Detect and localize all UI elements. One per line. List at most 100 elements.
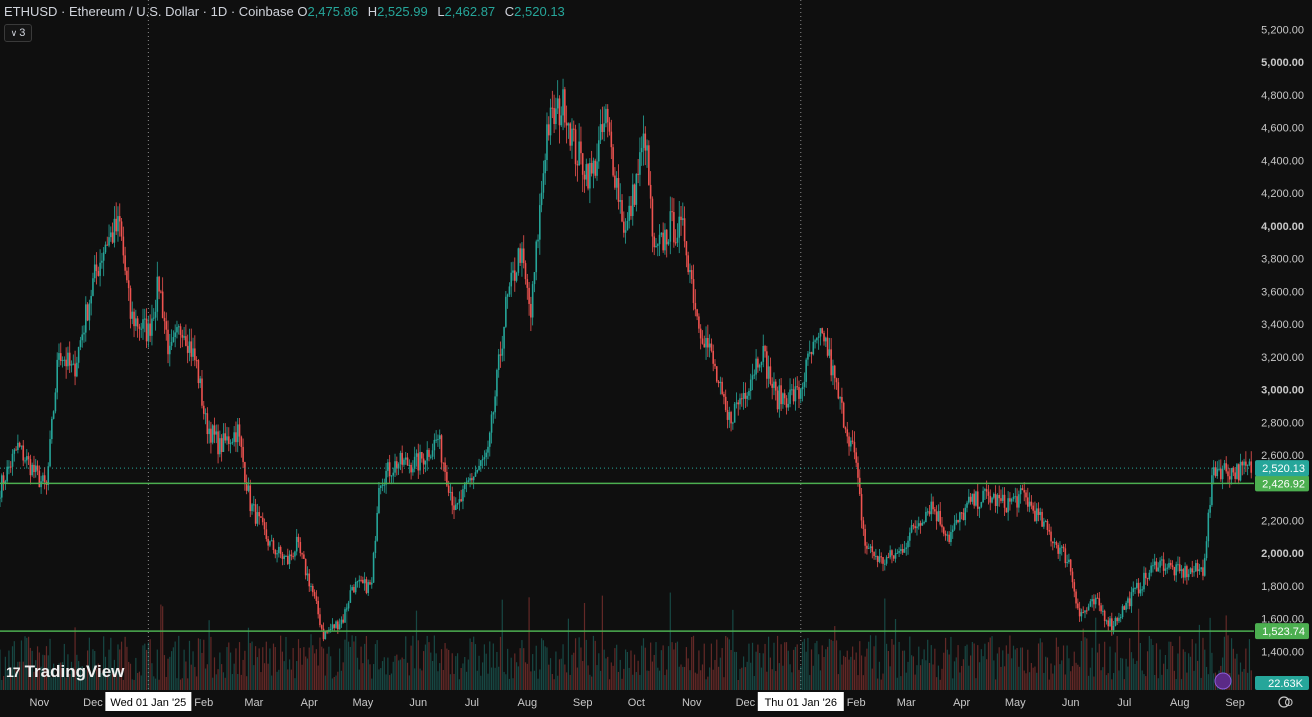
volume-bar xyxy=(2,675,5,690)
candle-body xyxy=(379,485,382,488)
candle-body xyxy=(301,553,303,555)
indicators-toggle-button[interactable]: ∨ 3 xyxy=(4,24,32,42)
volume-bar xyxy=(610,662,612,690)
volume-bar xyxy=(1030,662,1032,690)
candle-body xyxy=(655,245,657,248)
x-tick-label: Apr xyxy=(953,697,970,709)
candle-body xyxy=(1127,598,1129,603)
candle-body xyxy=(61,360,64,362)
candle-body xyxy=(1203,558,1206,576)
candle-body xyxy=(771,383,773,388)
x-tick-label: Jun xyxy=(1062,697,1080,709)
volume-bar xyxy=(701,664,704,690)
volume-bar xyxy=(692,635,695,690)
volume-bar xyxy=(415,610,418,690)
volume-bar xyxy=(944,637,947,690)
volume-bar xyxy=(1189,656,1192,690)
time-axis: Nov Dec Feb Mar Apr May Jun Jul Aug Sep Oct Nov Dec F… xyxy=(30,697,1294,709)
candle-body xyxy=(206,413,209,435)
volume-bar xyxy=(675,642,677,690)
volume-bar xyxy=(492,643,494,690)
volume-bar xyxy=(635,672,637,690)
candle-body xyxy=(832,365,834,376)
candle-body xyxy=(991,497,993,503)
volume-bar xyxy=(1163,663,1165,690)
candle-body xyxy=(1191,568,1194,573)
candle-body xyxy=(349,590,352,603)
candle-body xyxy=(369,582,371,585)
volume-bar xyxy=(421,670,423,690)
candle-body xyxy=(222,433,225,452)
candle-body xyxy=(1116,617,1118,622)
candle-body xyxy=(93,264,96,279)
volume-bar xyxy=(721,648,723,690)
candle-body xyxy=(735,402,738,404)
candle-body xyxy=(1032,505,1034,511)
volume-bar xyxy=(885,643,888,690)
candle-body xyxy=(644,133,647,151)
candle-body xyxy=(1141,589,1143,591)
candle-body xyxy=(147,323,150,342)
volume-bar xyxy=(589,674,591,690)
candle-body xyxy=(1150,565,1152,573)
candle-body xyxy=(256,512,259,524)
candle-body xyxy=(1021,488,1024,491)
volume-bar xyxy=(145,649,148,690)
x-tick-label: Dec xyxy=(736,697,756,709)
candle-body xyxy=(517,248,520,273)
candle-body xyxy=(1023,490,1026,493)
volume-bar xyxy=(285,636,287,690)
candle-body xyxy=(724,396,727,411)
candle-body xyxy=(621,200,623,222)
y-tick-label: 3,000.00 xyxy=(1261,385,1304,397)
candle-body xyxy=(376,512,378,541)
volume-bar xyxy=(977,645,979,690)
volume-bar xyxy=(1086,638,1088,690)
candle-body xyxy=(1230,468,1233,480)
tradingview-logo[interactable]: 17 TradingView xyxy=(6,662,124,682)
candle-body xyxy=(878,556,881,562)
candle-body xyxy=(978,506,981,509)
volume-bar xyxy=(1157,678,1159,690)
symbol-title[interactable]: ETHUSD · Ethereum / U.S. Dollar · 1D · C… xyxy=(4,4,294,19)
candle-body xyxy=(247,485,250,491)
volume-bar xyxy=(224,677,226,690)
volume-bar xyxy=(521,640,523,690)
volume-bar xyxy=(337,671,339,690)
volume-bar xyxy=(771,669,773,690)
volume-bar xyxy=(1125,658,1127,690)
volume-bar xyxy=(523,648,525,690)
volume-bar xyxy=(639,674,641,690)
candle-body xyxy=(649,184,652,199)
volume-bar xyxy=(398,660,400,690)
candle-body xyxy=(211,425,214,443)
candle-body xyxy=(199,378,201,384)
candle-body xyxy=(778,385,781,410)
volume-bar xyxy=(515,662,518,690)
candle-body xyxy=(4,481,7,484)
candle-body xyxy=(626,220,629,231)
candle-body xyxy=(1073,582,1076,592)
candle-body xyxy=(42,475,44,482)
volume-bar xyxy=(1104,641,1106,690)
volume-bar xyxy=(859,641,861,690)
volume-bar xyxy=(1012,645,1015,690)
candle-body xyxy=(1245,461,1247,466)
volume-bar xyxy=(54,676,57,690)
candle-body xyxy=(474,472,477,477)
candle-body xyxy=(1200,567,1202,570)
volume-bar xyxy=(6,670,8,690)
candle-body xyxy=(932,501,934,510)
candle-body xyxy=(565,122,568,126)
volume-bar xyxy=(151,663,153,690)
volume-bar xyxy=(387,657,389,690)
candle-body xyxy=(410,464,412,473)
candle-body xyxy=(1180,569,1183,572)
candle-body xyxy=(596,161,598,176)
volume-bar xyxy=(119,649,121,690)
volume-bar xyxy=(113,659,115,690)
candle-body xyxy=(567,123,570,126)
candle-body xyxy=(79,340,82,348)
